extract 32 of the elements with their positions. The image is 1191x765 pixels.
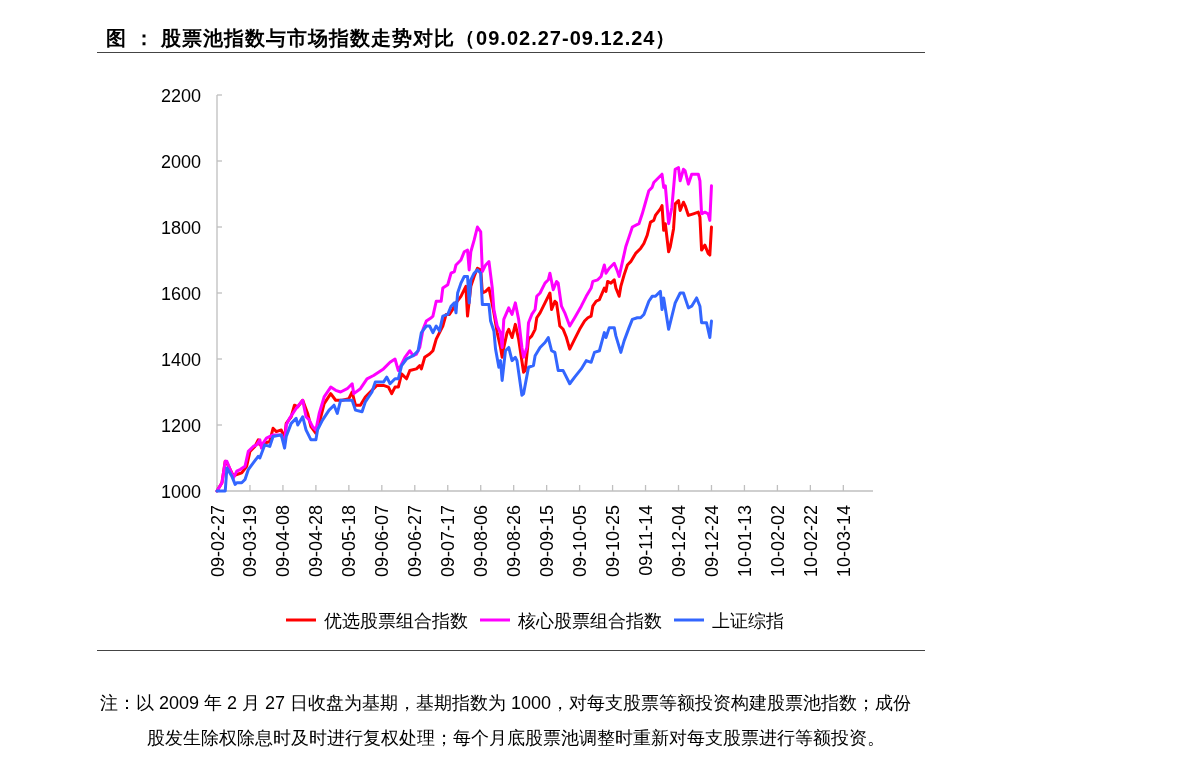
y-tick-label: 1000 [160, 481, 201, 502]
y-tick-label: 1200 [160, 415, 201, 436]
x-tick-label: 09-06-07 [372, 505, 393, 578]
y-tick-label: 1800 [160, 217, 201, 238]
x-tick-label: 09-02-27 [207, 505, 228, 578]
x-tick-label: 09-08-26 [504, 505, 525, 578]
text: 注：以 2009 年 2 月 27 日收盘为基期，基期指数为 1000，对每支股票等额投资构建股票池指数；成份股发生除权除息时及时进行复权处理；每个月底股票池调整时重新对每支股票进行等额投资。 [100, 692, 913, 750]
legend-label: 核心股票组合指数 [517, 610, 662, 631]
y-tick-label: 1600 [160, 283, 201, 304]
legend-label: 优选股票组合指数 [324, 610, 468, 631]
y-tick-label: 2200 [160, 85, 201, 106]
x-tick-label: 09-10-05 [570, 505, 591, 578]
x-tick-label: 09-04-28 [306, 505, 327, 578]
x-tick-label: 09-07-17 [438, 505, 459, 578]
x-tick-label: 09-04-08 [273, 505, 294, 578]
legend-label: 上证综指 [712, 610, 784, 631]
x-tick-label: 09-05-18 [339, 505, 360, 578]
x-tick-label: 10-02-02 [767, 505, 788, 578]
x-tick-label: 09-06-27 [405, 505, 426, 578]
x-tick-label: 10-03-14 [833, 505, 854, 578]
x-tick-label: 09-12-04 [669, 505, 690, 578]
x-tick-label: 09-08-06 [471, 505, 492, 578]
x-tick-label: 09-03-19 [240, 505, 261, 578]
x-tick-label: 10-01-13 [734, 505, 755, 578]
y-tick-label: 1400 [160, 349, 201, 370]
y-tick-label: 2000 [160, 151, 201, 172]
x-tick-label: 09-10-25 [603, 505, 624, 578]
x-tick-label: 09-09-15 [537, 505, 558, 578]
x-tick-label: 09-12-24 [701, 505, 722, 578]
x-tick-label: 09-11-14 [636, 505, 657, 576]
chart-title: 图 ： 股票池指数与市场指数走势对比（09.02.27-09.12.24） [106, 26, 677, 51]
x-tick-label: 10-02-22 [800, 505, 821, 578]
